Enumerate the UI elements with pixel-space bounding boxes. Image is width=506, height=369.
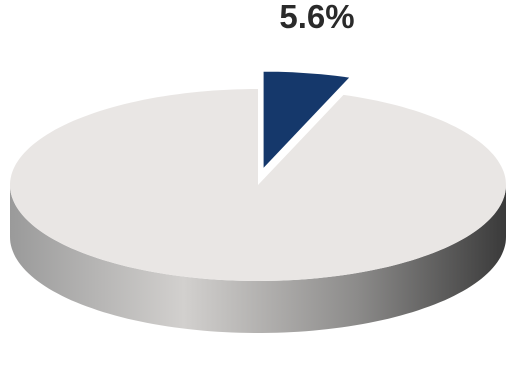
slice-main-side <box>10 185 506 333</box>
slice-main <box>10 89 506 281</box>
data-label-0: 5.6% <box>279 0 354 35</box>
slice-56 <box>263 71 350 168</box>
